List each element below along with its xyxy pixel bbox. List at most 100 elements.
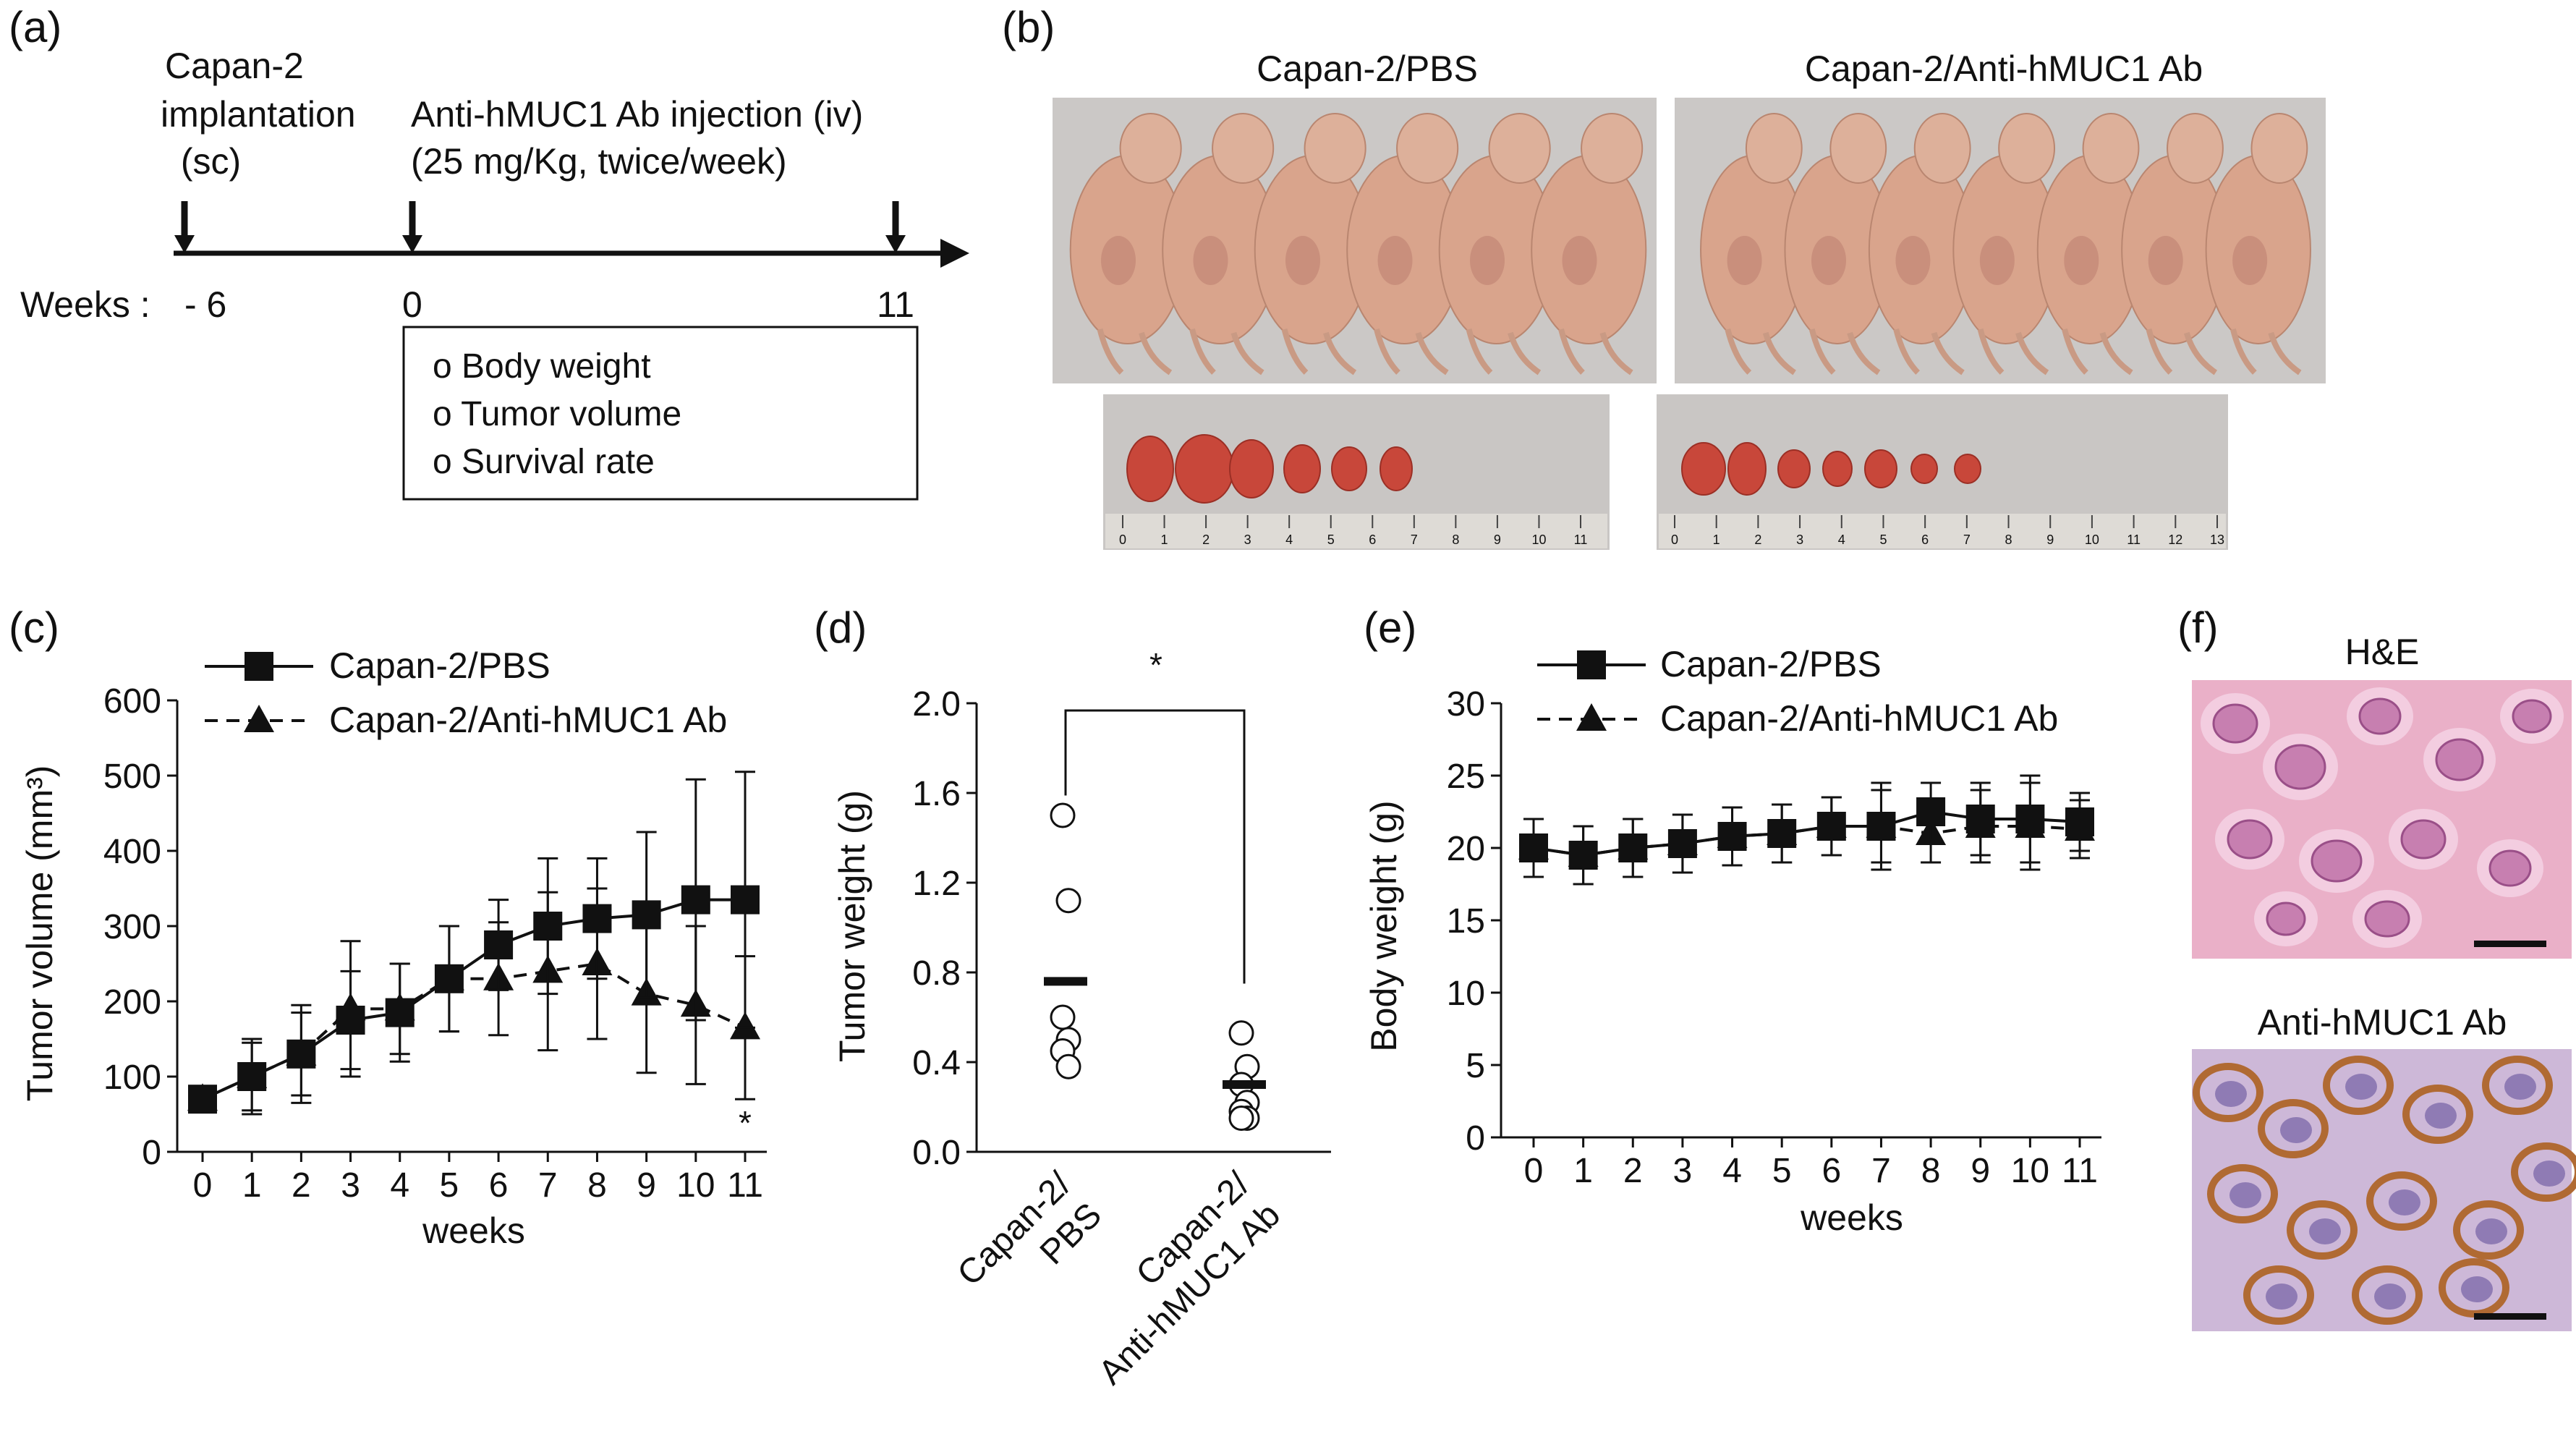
scale-bar-ihc	[2474, 1313, 2546, 1320]
chart-d-significance: *	[1149, 646, 1162, 684]
mice-group-pbs	[1069, 113, 1647, 376]
week-mark-11: 11	[877, 284, 914, 325]
pbs-ruler-number: 5	[1327, 533, 1335, 547]
chart-c-x-tick-label: 6	[489, 1166, 509, 1205]
chart-e-x-tick-label: 8	[1921, 1152, 1941, 1190]
ihc-cell-nucleus	[2389, 1189, 2420, 1215]
chart-c-significance: *	[739, 1104, 752, 1142]
pbs-ruler-number: 10	[1531, 533, 1546, 547]
chart-c-y-tick-label: 200	[103, 983, 161, 1022]
chart-c-x-tick-label: 0	[193, 1166, 213, 1205]
ab-ruler-number: 13	[2210, 533, 2224, 547]
ihc-cell-nucleus	[2374, 1284, 2406, 1310]
chart-c-series-line-anti-hmuc1	[202, 962, 746, 1101]
chart-e-ylabel: Body weight (g)	[1364, 800, 1404, 1051]
chart-e-point-pbs	[1767, 819, 1797, 848]
chart-d-point-pbs	[1055, 888, 1081, 914]
pbs-mouse-tumor	[1285, 236, 1320, 285]
he-cell-nucleus	[2358, 697, 2402, 735]
chart-d-category-label-anti-hmuc1: Capan-2/Anti-hMUC1 Ab	[1060, 1165, 1288, 1392]
chart-e-x-tick-label: 9	[1971, 1152, 1990, 1190]
chart-c-point-pbs	[731, 885, 760, 915]
ab-mouse-legs	[1808, 328, 1881, 376]
mice-group-anti-hmuc1	[1700, 113, 2311, 376]
chart-e-point-pbs	[2015, 805, 2045, 833]
chart-c-point-pbs	[632, 900, 661, 930]
ihc-cell-nucleus	[2475, 1218, 2507, 1244]
chart-e-x-tick-label: 4	[1722, 1152, 1742, 1190]
ihc-cell-membrane	[2193, 1063, 2263, 1122]
event-implant-line-2: implantation	[161, 94, 356, 135]
event-implant-line-3: (sc)	[171, 141, 241, 182]
chart-c-point-pbs	[188, 1085, 217, 1114]
pbs-mouse-tumor	[1101, 236, 1136, 285]
pbs-mouse-tumor	[1470, 236, 1505, 285]
chart-d-y-tick-label: 0.0	[912, 1134, 961, 1172]
ab-mouse-tumor	[1811, 236, 1846, 285]
chart-d-point-pbs	[1050, 1004, 1076, 1030]
chart-d-category-label-pbs: Capan-2/PBS	[951, 1165, 1110, 1324]
ihc-cells	[2193, 1056, 2576, 1325]
ab-ruler-number: 3	[1796, 533, 1803, 547]
chart-c-x-tick-label: 11	[727, 1166, 763, 1205]
ab-ruler-number: 9	[2046, 533, 2054, 547]
ihc-cell-nucleus	[2533, 1161, 2565, 1187]
pbs-tumor	[1380, 446, 1413, 491]
ruler-anti-hmuc1	[1659, 514, 2226, 548]
ihc-cell-membrane	[2323, 1056, 2394, 1115]
event-injection-line-2: (25 mg/Kg, twice/week)	[411, 141, 787, 182]
chart-e-x-tick-label: 2	[1623, 1152, 1643, 1190]
chart-e-series-line-pbs	[1533, 810, 2080, 857]
ab-ruler-number: 4	[1838, 533, 1845, 547]
chart-e-y-tick-label: 0	[1466, 1119, 1485, 1158]
chart-tumor-volume: Tumor volume (mm³) weeks Capan-2/PBS Cap…	[20, 645, 767, 1251]
chart-c-x-tick-label: 4	[390, 1166, 409, 1205]
ab-tumor	[1681, 442, 1726, 496]
he-cells	[2201, 687, 2564, 948]
event-injection-line-1: Anti-hMUC1 Ab injection (iv)	[411, 94, 863, 135]
chart-e-point-pbs	[1816, 812, 1846, 841]
chart-d-significance-bracket	[1064, 709, 1246, 984]
ab-mouse-legs	[2062, 328, 2133, 376]
ab-mouse-tumor	[1895, 236, 1931, 285]
ab-mouse-legs	[1893, 328, 1965, 376]
pbs-ruler-number: 9	[1494, 533, 1501, 547]
group-label-anti-hmuc1: Capan-2/Anti-hMUC1 Ab	[1805, 48, 2203, 89]
ab-ruler-number: 5	[1879, 533, 1887, 547]
ab-ruler-number: 11	[2127, 533, 2141, 547]
ihc-cell-membrane	[2258, 1099, 2329, 1158]
he-cell-nucleus	[2274, 744, 2326, 790]
he-cell-nucleus	[2212, 703, 2258, 744]
down-arrow-injection-end	[885, 201, 906, 253]
chart-e-legend-marker-anti-hmuc1	[1576, 703, 1607, 731]
chart-d-y-tick-label: 2.0	[912, 685, 961, 724]
weeks-prefix: Weeks :	[20, 284, 150, 325]
chart-d-mean-bar-pbs	[1044, 977, 1087, 986]
ab-mouse-tumor	[1979, 236, 2015, 285]
panel-letter-c: (c)	[9, 603, 59, 652]
tumors-anti-hmuc1: 0 1 2 3 4 5 6 7 8 9 10 11 12 13	[1671, 442, 2224, 547]
chart-e-y-tick-label: 30	[1447, 685, 1485, 724]
ab-tumor	[1910, 454, 1938, 484]
chart-c-point-pbs	[484, 930, 514, 959]
ab-mouse-head	[1913, 113, 1971, 184]
he-cell-nucleus	[2488, 849, 2532, 887]
chart-d-y-tick-label: 0.8	[912, 954, 961, 993]
pbs-mouse-head	[1396, 113, 1459, 184]
ihc-cell-membrane	[2207, 1164, 2278, 1223]
chart-e-y-tick-label: 25	[1447, 758, 1485, 796]
chart-d-point-anti-hmuc1	[1228, 1106, 1254, 1131]
chart-e-point-pbs	[1866, 812, 1896, 841]
chart-e-y-tick-label: 10	[1447, 975, 1485, 1013]
pbs-tumor	[1126, 436, 1174, 502]
ab-mouse-legs	[2146, 328, 2218, 376]
pbs-mouse-tumor	[1193, 236, 1228, 285]
ab-ruler-number: 12	[2168, 533, 2182, 547]
pbs-tumor	[1175, 434, 1234, 504]
chart-d-point-pbs	[1055, 1053, 1081, 1079]
ihc-cell-membrane	[2511, 1142, 2576, 1202]
week-mark-0: 0	[402, 284, 422, 325]
panel-letter-b: (b)	[1002, 3, 1055, 51]
he-cell-nucleus	[2266, 901, 2306, 936]
